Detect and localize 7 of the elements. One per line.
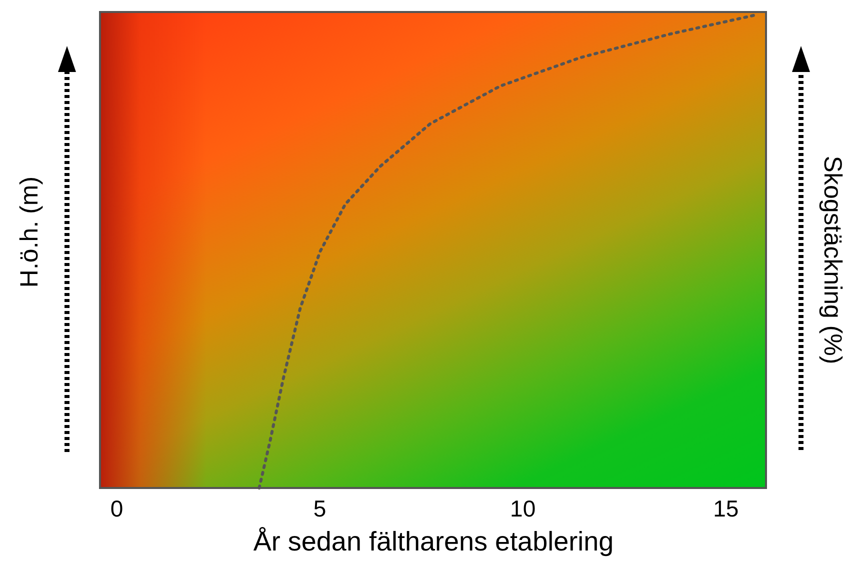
x-tick-label: 10 <box>510 496 536 522</box>
x-tick-label: 15 <box>713 496 739 522</box>
x-axis-title: År sedan fältharens etablering <box>253 526 614 556</box>
x-tick-label: 0 <box>110 496 124 522</box>
y-axis-title: H.ö.h. (m) <box>16 176 44 288</box>
y2-axis-title: Skogstäckning (%) <box>818 156 846 364</box>
x-tick-label: 5 <box>313 496 326 522</box>
